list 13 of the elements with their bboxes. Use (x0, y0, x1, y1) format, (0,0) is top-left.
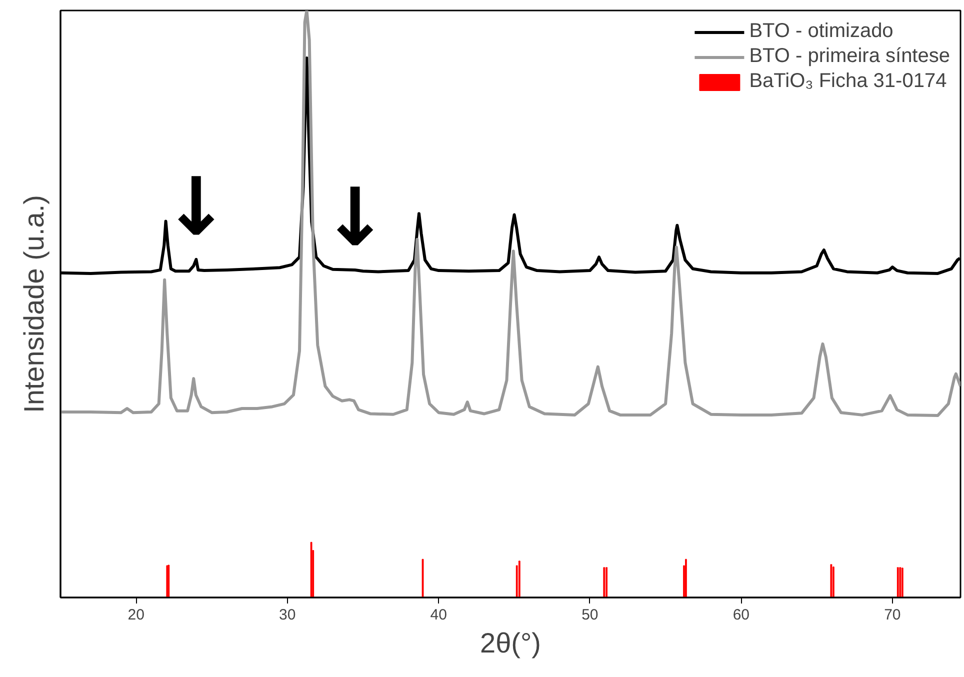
x-tick-label: 70 (884, 606, 901, 624)
legend-label: BTO - otimizado (749, 20, 894, 43)
legend-label: BaTiO₃ Ficha 31-0174 (749, 70, 947, 93)
x-tick-label: 60 (732, 606, 750, 624)
annotation: ↓ (321, 170, 389, 264)
y-axis-title: Intensidade (u.a.) (18, 195, 50, 413)
annotation: ↓ (162, 160, 230, 254)
legend-label: BTO - primeira síntese (749, 45, 950, 68)
x-tick-label: 50 (582, 606, 598, 624)
x-tick-label: 30 (279, 606, 296, 624)
x-tick-label: 40 (430, 606, 447, 624)
x-tick-label: 20 (128, 606, 144, 624)
x-axis-title: 2θ(°) (480, 628, 542, 658)
